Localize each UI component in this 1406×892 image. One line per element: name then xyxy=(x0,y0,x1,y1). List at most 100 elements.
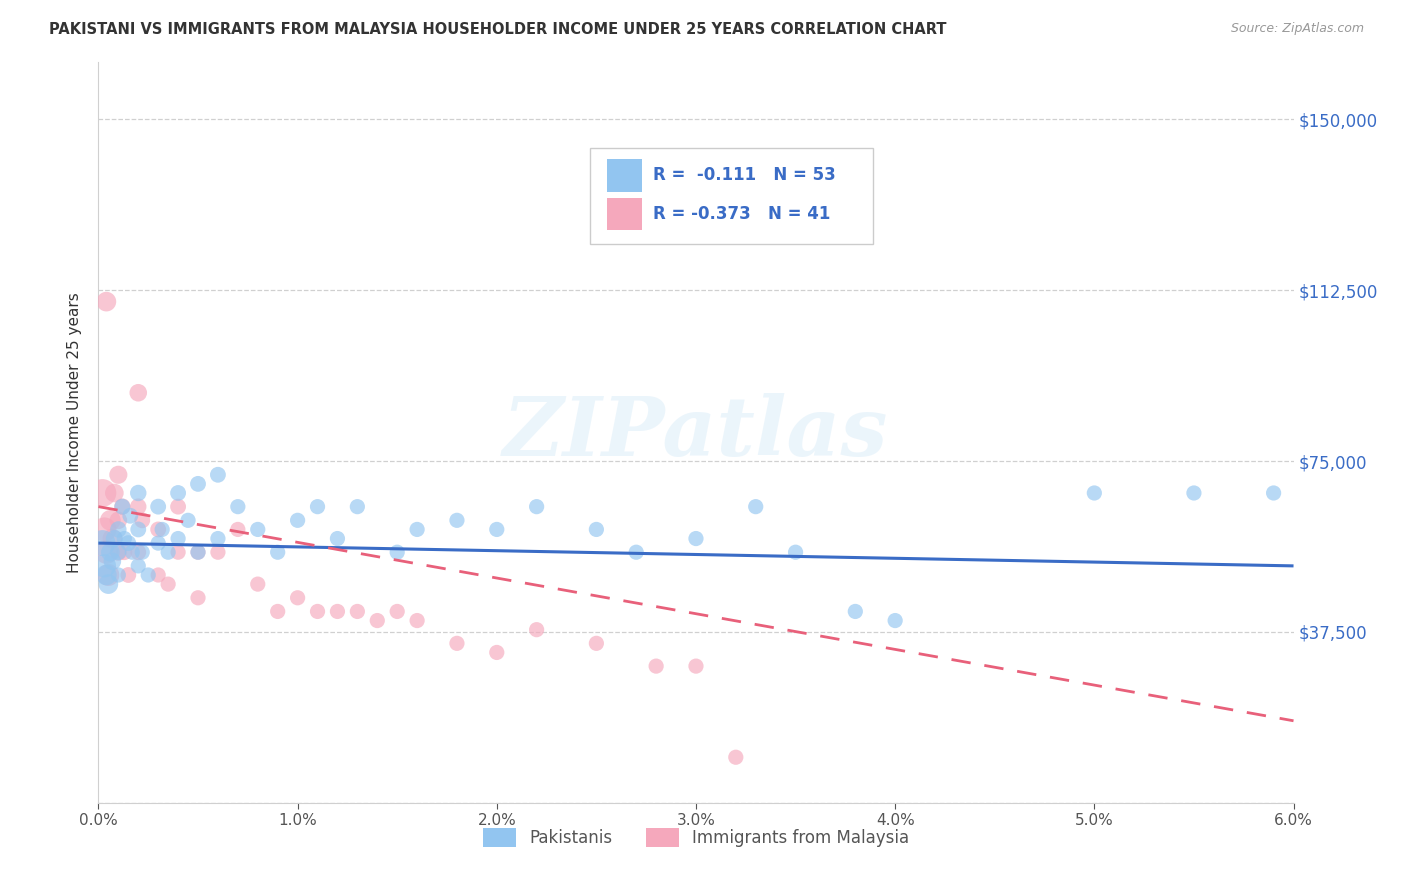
Text: R =  -0.111   N = 53: R = -0.111 N = 53 xyxy=(654,167,835,185)
Point xyxy=(96,545,118,559)
Point xyxy=(103,486,125,500)
Point xyxy=(626,545,648,559)
Point xyxy=(120,508,142,523)
Point xyxy=(136,568,159,582)
Point xyxy=(148,536,170,550)
Point xyxy=(148,500,170,514)
Point xyxy=(107,523,129,537)
Point xyxy=(127,558,149,573)
Point xyxy=(287,513,309,527)
Point xyxy=(485,523,508,537)
Point xyxy=(167,532,190,546)
Point xyxy=(246,577,269,591)
Point xyxy=(366,614,388,628)
Point xyxy=(93,523,115,537)
Point xyxy=(406,523,429,537)
Point xyxy=(91,486,114,500)
Point xyxy=(107,568,129,582)
Point xyxy=(112,545,135,559)
Point xyxy=(148,523,170,537)
Point xyxy=(117,536,139,550)
Point xyxy=(844,604,866,618)
Point xyxy=(127,486,149,500)
Point xyxy=(884,614,907,628)
Point xyxy=(1182,486,1205,500)
Text: PAKISTANI VS IMMIGRANTS FROM MALAYSIA HOUSEHOLDER INCOME UNDER 25 YEARS CORRELAT: PAKISTANI VS IMMIGRANTS FROM MALAYSIA HO… xyxy=(49,22,946,37)
Point xyxy=(485,645,508,659)
Point xyxy=(326,532,349,546)
Text: ZIPatlas: ZIPatlas xyxy=(503,392,889,473)
Point xyxy=(267,545,290,559)
Y-axis label: Householder Income Under 25 years: Householder Income Under 25 years xyxy=(67,293,83,573)
Point xyxy=(207,467,229,482)
Point xyxy=(207,545,229,559)
Text: Source: ZipAtlas.com: Source: ZipAtlas.com xyxy=(1230,22,1364,36)
Point xyxy=(446,513,468,527)
Point xyxy=(107,513,129,527)
Point xyxy=(107,545,129,559)
Point xyxy=(107,467,129,482)
Point xyxy=(127,385,149,400)
Legend: Pakistanis, Immigrants from Malaysia: Pakistanis, Immigrants from Malaysia xyxy=(475,822,917,854)
Point xyxy=(1083,486,1105,500)
Point xyxy=(526,623,548,637)
Point xyxy=(167,545,190,559)
Point xyxy=(131,545,153,559)
Point xyxy=(685,659,707,673)
Point xyxy=(326,604,349,618)
Point xyxy=(724,750,747,764)
Point xyxy=(226,523,249,537)
Point xyxy=(226,500,249,514)
Point xyxy=(406,614,429,628)
Point xyxy=(346,604,368,618)
Point xyxy=(167,500,190,514)
Point xyxy=(645,659,668,673)
Point xyxy=(107,545,129,559)
Point xyxy=(101,554,124,568)
Point xyxy=(150,523,173,537)
Point xyxy=(685,532,707,546)
Point xyxy=(127,500,149,514)
Point xyxy=(187,545,209,559)
Point xyxy=(148,568,170,582)
Point xyxy=(157,545,180,559)
Point xyxy=(112,532,135,546)
Point xyxy=(111,500,134,514)
Point xyxy=(101,532,124,546)
Point xyxy=(98,545,122,559)
Text: R = -0.373   N = 41: R = -0.373 N = 41 xyxy=(654,205,831,223)
Point xyxy=(127,523,149,537)
Point xyxy=(93,558,115,573)
Point xyxy=(585,636,607,650)
Point xyxy=(207,532,229,546)
Point xyxy=(97,577,120,591)
Point xyxy=(127,545,149,559)
Point xyxy=(98,513,122,527)
Point xyxy=(117,568,139,582)
Point xyxy=(307,500,329,514)
Point xyxy=(97,568,120,582)
Point xyxy=(187,476,209,491)
Point xyxy=(96,568,118,582)
Point xyxy=(246,523,269,537)
Point xyxy=(385,545,409,559)
Point xyxy=(585,523,607,537)
Point xyxy=(785,545,807,559)
Point xyxy=(187,591,209,605)
Point xyxy=(167,486,190,500)
Point xyxy=(187,545,209,559)
Point xyxy=(346,500,368,514)
Point xyxy=(745,500,768,514)
Point xyxy=(446,636,468,650)
Point xyxy=(267,604,290,618)
Point xyxy=(526,500,548,514)
Point xyxy=(1263,486,1285,500)
Point xyxy=(385,604,409,618)
Point xyxy=(177,513,200,527)
Point xyxy=(91,536,114,550)
Point xyxy=(157,577,180,591)
Point xyxy=(103,532,125,546)
Point xyxy=(307,604,329,618)
Point xyxy=(121,545,143,559)
Point xyxy=(111,500,134,514)
